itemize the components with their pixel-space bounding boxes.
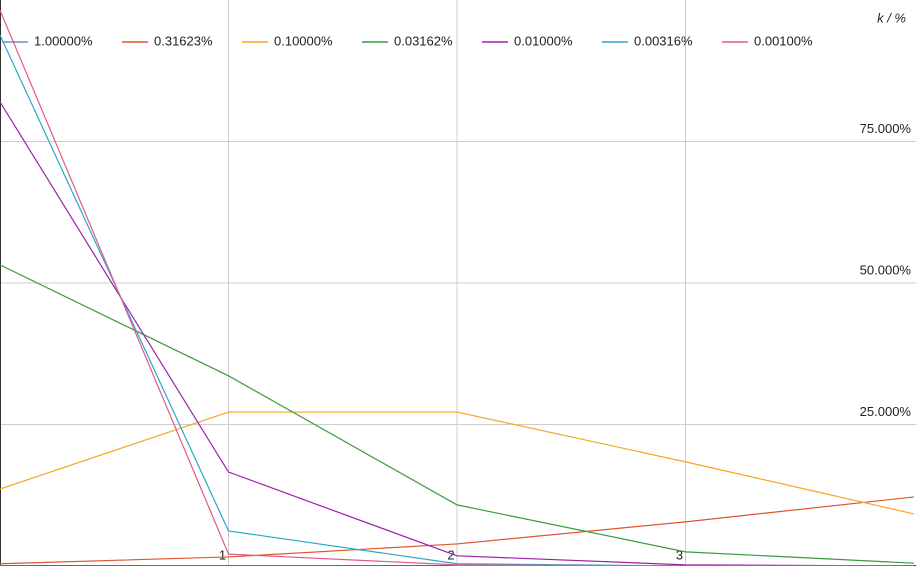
legend-label: 0.03162% [394,33,453,48]
y-axis-title: k / % [877,10,906,25]
legend-label: 1.00000% [34,33,93,48]
series-line [0,496,915,565]
series-line [0,264,915,564]
legend-label: 0.31623% [154,33,213,48]
x-tick-label: 2 [447,547,454,562]
series-line [0,411,915,515]
y-tick-label: 50.000% [860,262,912,277]
y-tick-label: 25.000% [860,404,912,419]
y-tick-label: 75.000% [860,121,912,136]
legend-label: 0.00316% [634,33,693,48]
legend-label: 0.01000% [514,33,573,48]
legend-label: 0.00100% [754,33,813,48]
series-line [0,101,915,566]
legend-label: 0.10000% [274,33,333,48]
x-tick-label: 3 [676,547,683,562]
series-line [0,34,914,566]
series-line [0,9,914,566]
x-tick-label: 1 [219,547,226,562]
